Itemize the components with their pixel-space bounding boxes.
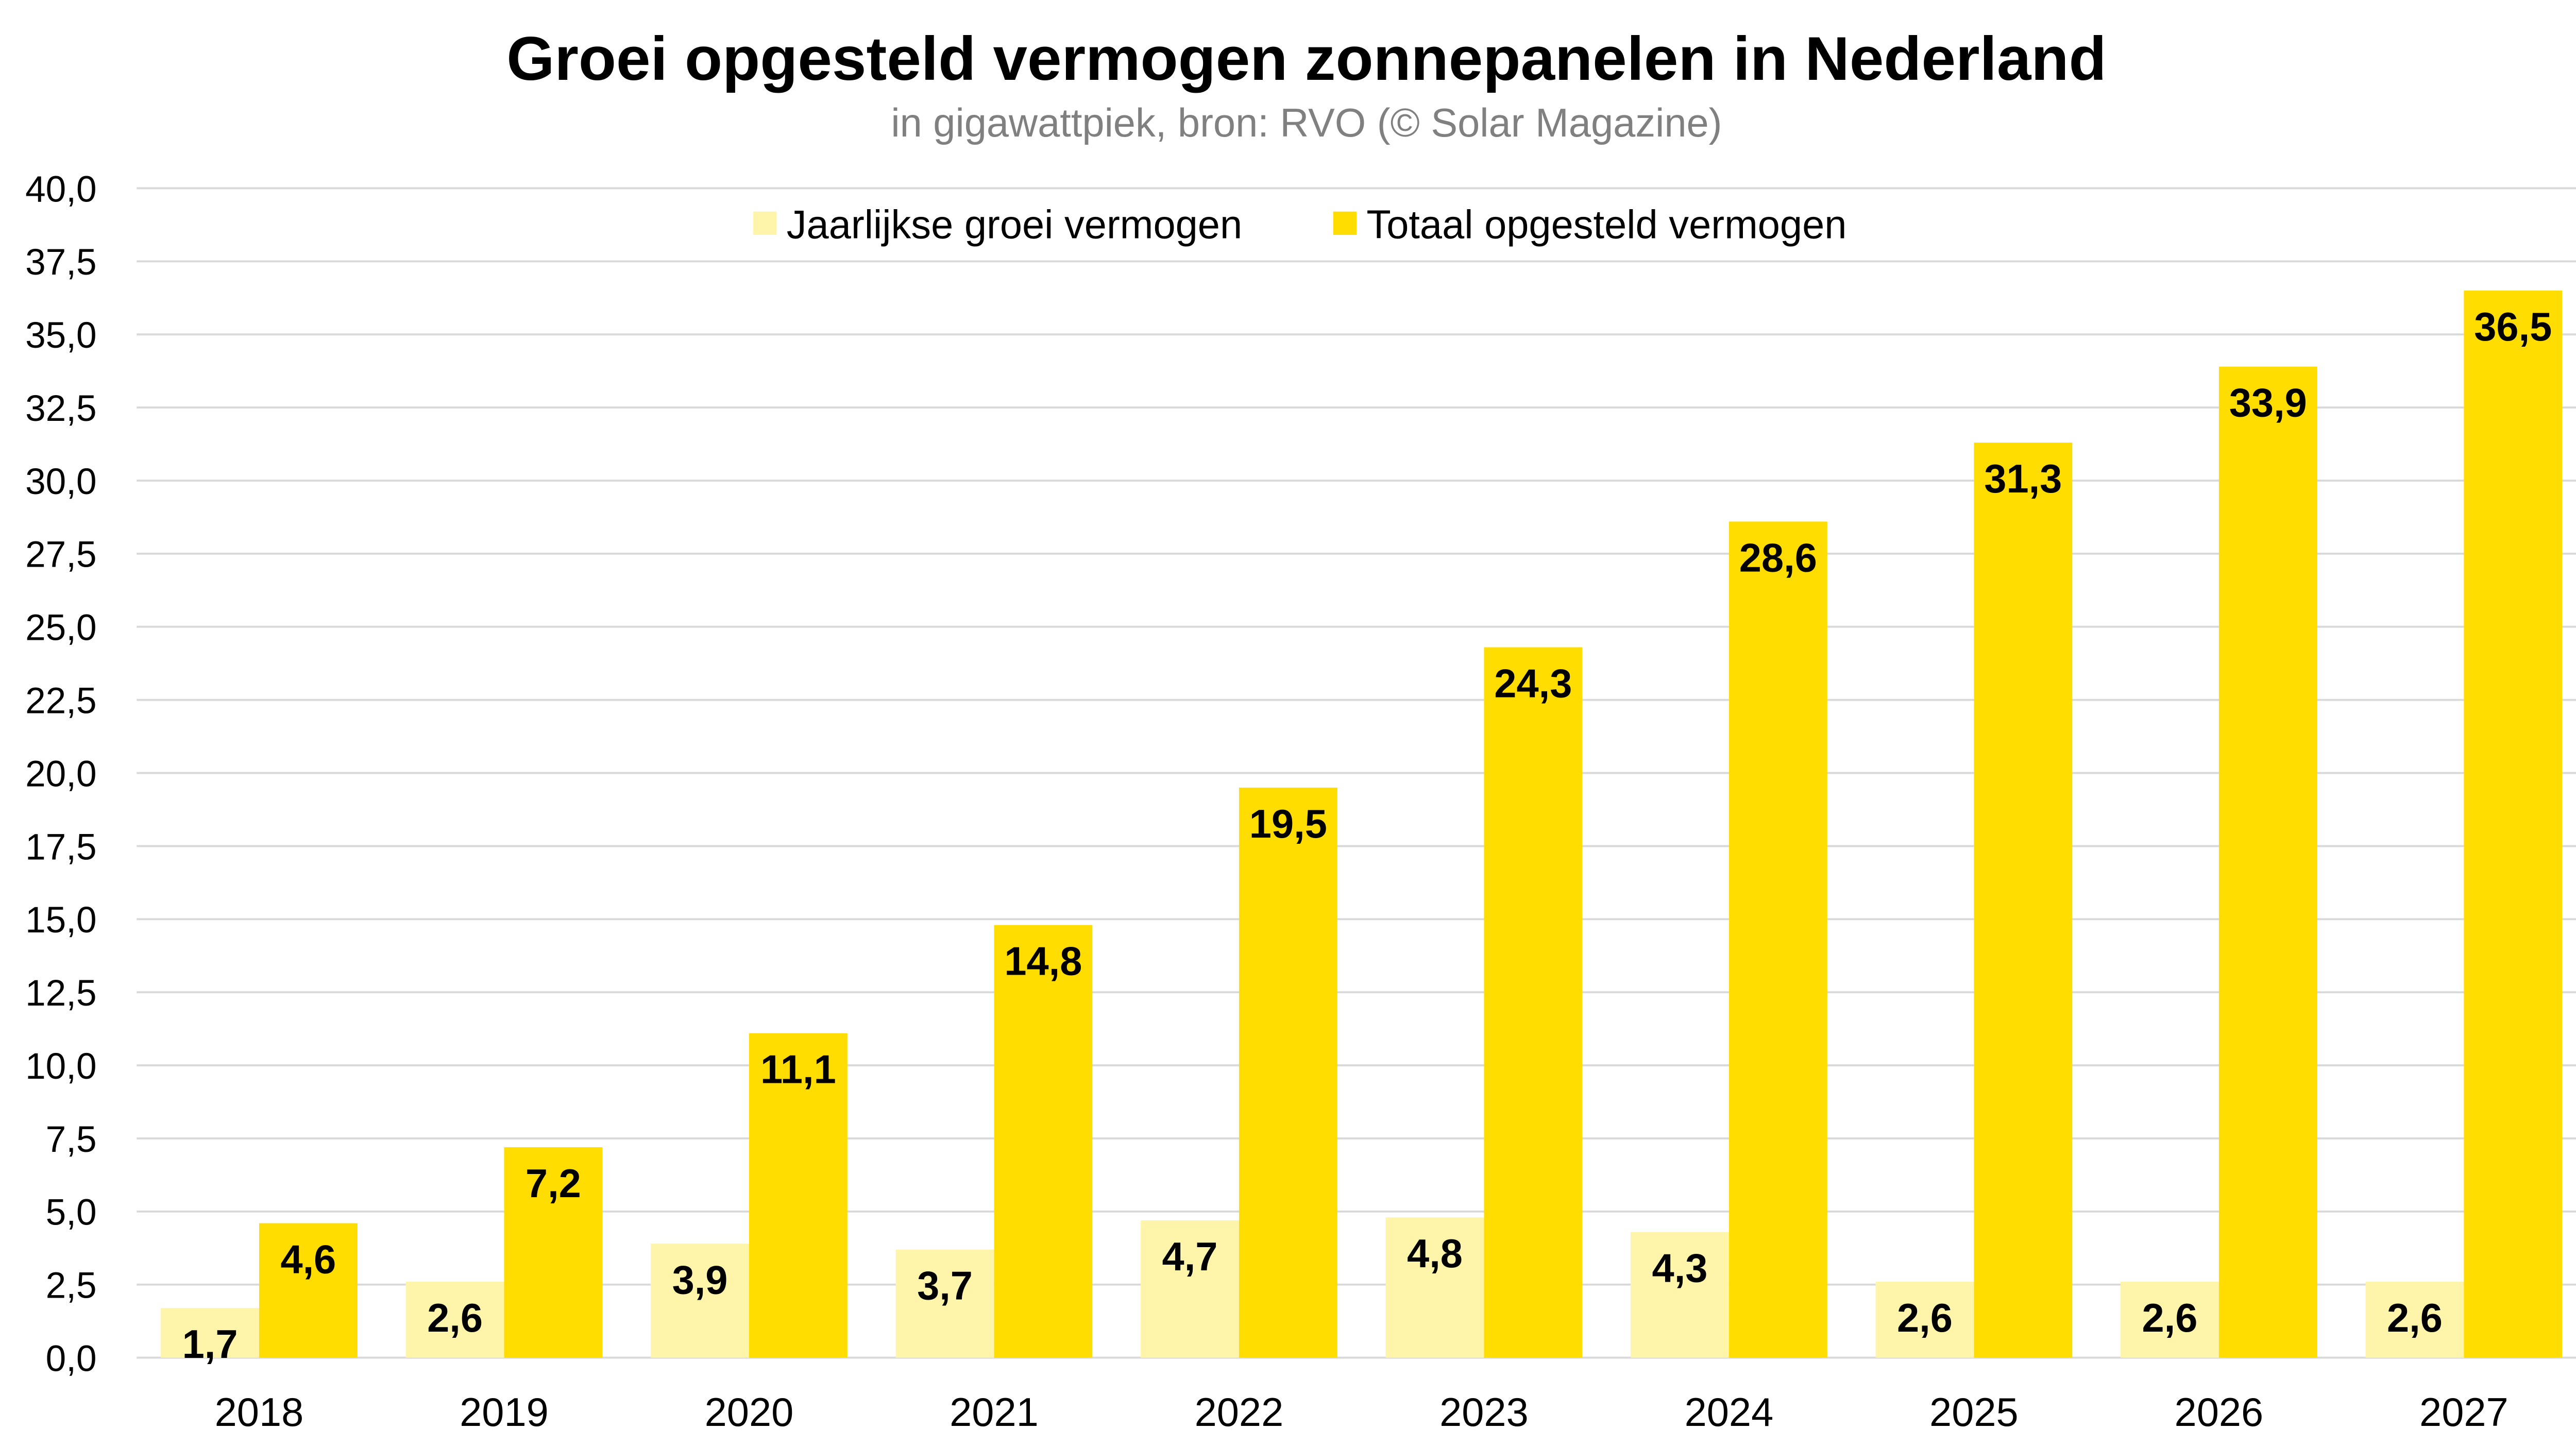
y-tick-label: 22,5 — [25, 681, 96, 722]
y-tick-label: 40,0 — [25, 169, 96, 210]
data-label: 11,1 — [760, 1048, 836, 1092]
y-tick-label: 2,5 — [46, 1266, 97, 1306]
bar-totaal-vermogen — [1974, 443, 2073, 1358]
bar-jaarlijkse-groei — [405, 1282, 504, 1358]
bar-totaal-vermogen — [1239, 787, 1337, 1358]
y-tick-label: 20,0 — [25, 754, 96, 794]
data-label: 2,6 — [2142, 1296, 2198, 1340]
data-label: 28,6 — [1739, 536, 1817, 580]
bar-totaal-vermogen — [1484, 647, 1583, 1358]
bar-jaarlijkse-groei — [161, 1308, 259, 1358]
bar-jaarlijkse-groei — [2121, 1282, 2219, 1358]
x-tick-label: 2025 — [1929, 1390, 2019, 1435]
data-label: 4,8 — [1407, 1232, 1463, 1276]
y-tick-label: 7,5 — [46, 1119, 97, 1160]
data-label: 14,8 — [1004, 940, 1082, 984]
data-label: 36,5 — [2474, 305, 2552, 349]
x-tick-label: 2027 — [2419, 1390, 2509, 1435]
y-tick-label: 25,0 — [25, 608, 96, 649]
data-label: 24,3 — [1494, 661, 1572, 706]
data-label: 2,6 — [1897, 1296, 1953, 1340]
bar-jaarlijkse-groei — [1141, 1220, 1239, 1358]
data-label: 7,2 — [526, 1162, 581, 1206]
bar-totaal-vermogen — [2218, 366, 2317, 1358]
data-label: 4,6 — [280, 1238, 336, 1282]
x-tick-label: 2020 — [705, 1390, 794, 1435]
data-label: 4,7 — [1162, 1235, 1218, 1279]
y-tick-label: 32,5 — [25, 388, 96, 429]
y-tick-label: 15,0 — [25, 900, 96, 941]
bar-jaarlijkse-groei — [1385, 1217, 1484, 1358]
y-tick-label: 10,0 — [25, 1046, 96, 1087]
bar-totaal-vermogen — [2464, 291, 2563, 1358]
bar-jaarlijkse-groei — [1875, 1282, 1974, 1358]
data-label: 33,9 — [2229, 381, 2307, 426]
chart-subtitle: in gigawattpiek, bron: RVO (© Solar Maga… — [891, 101, 1722, 145]
x-tick-label: 2023 — [1439, 1390, 1529, 1435]
chart-title: Groei opgesteld vermogen zonnepanelen in… — [506, 25, 2106, 93]
bar-jaarlijkse-groei — [651, 1244, 749, 1358]
x-tick-label: 2018 — [215, 1390, 304, 1435]
data-label: 2,6 — [2387, 1296, 2443, 1340]
bar-totaal-vermogen — [259, 1223, 358, 1358]
x-tick-label: 2024 — [1685, 1390, 1774, 1435]
y-tick-label: 35,0 — [25, 315, 96, 356]
bar-totaal-vermogen — [749, 1033, 848, 1358]
bar-jaarlijkse-groei — [895, 1249, 994, 1358]
data-label: 3,9 — [672, 1258, 728, 1302]
legend-swatch-jaarlijkse-groei — [753, 211, 777, 235]
bar-totaal-vermogen — [994, 925, 1093, 1358]
bar-totaal-vermogen — [504, 1147, 603, 1358]
x-tick-label: 2021 — [950, 1390, 1039, 1435]
x-tick-label: 2019 — [460, 1390, 549, 1435]
data-label: 19,5 — [1249, 802, 1327, 846]
x-tick-label: 2026 — [2175, 1390, 2264, 1435]
y-tick-label: 27,5 — [25, 535, 96, 575]
legend-label-totaal-vermogen: Totaal opgesteld vermogen — [1366, 202, 1846, 247]
bar-jaarlijkse-groei — [2365, 1282, 2464, 1358]
data-label: 1,7 — [182, 1322, 238, 1367]
bar-jaarlijkse-groei — [1631, 1232, 1729, 1358]
data-label: 2,6 — [427, 1296, 483, 1340]
data-label: 3,7 — [917, 1264, 973, 1308]
y-tick-label: 37,5 — [25, 242, 96, 283]
x-tick-label: 2022 — [1195, 1390, 1284, 1435]
data-label: 4,3 — [1652, 1247, 1708, 1291]
y-tick-label: 30,0 — [25, 462, 96, 502]
y-tick-label: 17,5 — [25, 827, 96, 867]
y-tick-label: 12,5 — [25, 973, 96, 1014]
legend-swatch-totaal-vermogen — [1333, 211, 1357, 235]
data-label: 31,3 — [1984, 457, 2062, 501]
legend: Jaarlijkse groei vermogen Totaal opgeste… — [753, 202, 1846, 247]
legend-label-jaarlijkse-groei: Jaarlijkse groei vermogen — [787, 202, 1242, 247]
y-tick-label: 5,0 — [46, 1193, 97, 1233]
y-tick-label: 0,0 — [46, 1338, 97, 1379]
bar-totaal-vermogen — [1728, 521, 1827, 1358]
